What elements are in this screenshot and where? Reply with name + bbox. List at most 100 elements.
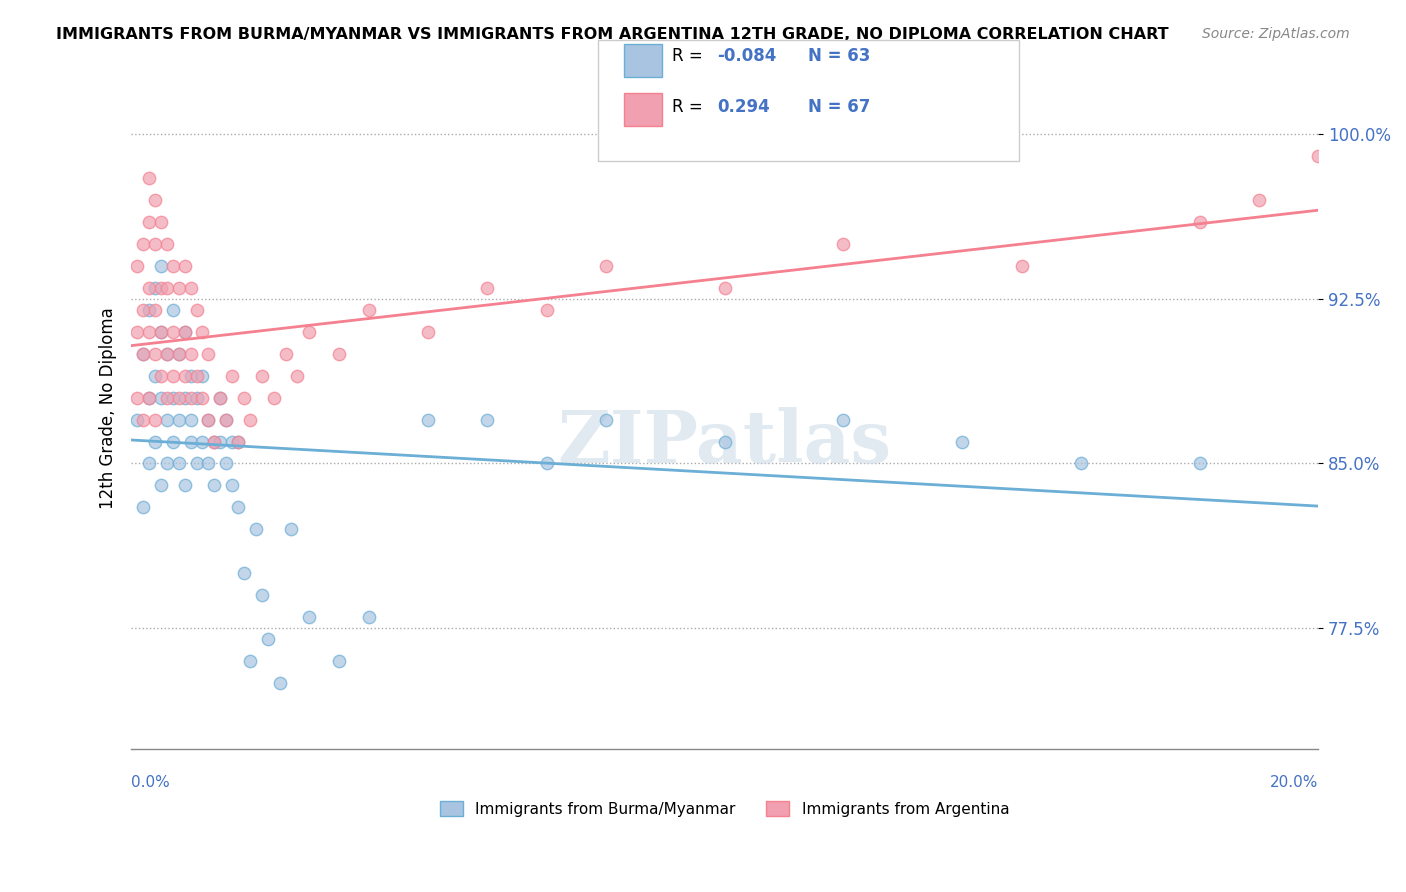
Point xyxy=(156,237,179,252)
Point xyxy=(167,457,190,471)
Text: 0.294: 0.294 xyxy=(717,98,770,116)
Point xyxy=(143,237,166,252)
Point xyxy=(167,347,190,361)
Point xyxy=(156,412,179,426)
Point xyxy=(221,478,243,492)
Point xyxy=(1188,457,1211,471)
Point xyxy=(233,566,256,581)
Point xyxy=(162,368,184,383)
Point xyxy=(209,391,232,405)
Point xyxy=(1247,193,1270,207)
Point xyxy=(180,391,202,405)
Point xyxy=(143,302,166,317)
Point xyxy=(226,434,249,449)
Text: N = 67: N = 67 xyxy=(808,98,870,116)
Point xyxy=(127,412,149,426)
Point xyxy=(713,281,735,295)
Text: IMMIGRANTS FROM BURMA/MYANMAR VS IMMIGRANTS FROM ARGENTINA 12TH GRADE, NO DIPLOM: IMMIGRANTS FROM BURMA/MYANMAR VS IMMIGRA… xyxy=(56,27,1168,42)
Point xyxy=(173,325,195,339)
Point xyxy=(256,632,278,646)
Point xyxy=(173,368,195,383)
Point xyxy=(180,281,202,295)
Point xyxy=(215,457,238,471)
Point xyxy=(832,412,855,426)
Point xyxy=(226,434,249,449)
Point xyxy=(143,412,166,426)
Point xyxy=(191,434,214,449)
Point xyxy=(132,237,155,252)
Point xyxy=(191,325,214,339)
Point xyxy=(221,368,243,383)
Y-axis label: 12th Grade, No Diploma: 12th Grade, No Diploma xyxy=(100,308,117,509)
Point xyxy=(156,281,179,295)
Legend: Immigrants from Burma/Myanmar, Immigrants from Argentina: Immigrants from Burma/Myanmar, Immigrant… xyxy=(434,795,1015,822)
Point xyxy=(215,412,238,426)
Point xyxy=(180,368,202,383)
Point xyxy=(274,347,297,361)
Point xyxy=(250,588,273,602)
Point xyxy=(328,654,350,668)
Point xyxy=(595,412,617,426)
Point xyxy=(173,391,195,405)
Text: R =: R = xyxy=(672,98,709,116)
Point xyxy=(138,281,160,295)
Point xyxy=(149,281,172,295)
Point xyxy=(143,347,166,361)
Point xyxy=(197,457,219,471)
Point xyxy=(1188,215,1211,229)
Point xyxy=(127,325,149,339)
Point xyxy=(149,215,172,229)
Point xyxy=(250,368,273,383)
Point xyxy=(173,478,195,492)
Point xyxy=(143,193,166,207)
Point xyxy=(132,347,155,361)
Point xyxy=(173,259,195,273)
Point xyxy=(298,610,321,624)
Point xyxy=(209,434,232,449)
Point xyxy=(127,391,149,405)
Point xyxy=(191,391,214,405)
Point xyxy=(221,434,243,449)
Point xyxy=(1070,457,1092,471)
Point xyxy=(162,325,184,339)
Point xyxy=(226,500,249,515)
Point xyxy=(132,500,155,515)
Point xyxy=(280,522,302,536)
Point xyxy=(156,457,179,471)
Text: N = 63: N = 63 xyxy=(808,47,870,65)
Point xyxy=(536,457,558,471)
Point xyxy=(127,259,149,273)
Point xyxy=(202,434,225,449)
Point xyxy=(138,391,160,405)
Point xyxy=(713,434,735,449)
Point xyxy=(167,391,190,405)
Point xyxy=(156,391,179,405)
Point xyxy=(215,412,238,426)
Point xyxy=(138,391,160,405)
Text: -0.084: -0.084 xyxy=(717,47,776,65)
Point xyxy=(197,412,219,426)
Point xyxy=(132,302,155,317)
Point xyxy=(162,302,184,317)
Point xyxy=(239,412,262,426)
Point xyxy=(197,412,219,426)
Point xyxy=(132,347,155,361)
Point xyxy=(209,391,232,405)
Point xyxy=(173,325,195,339)
Point xyxy=(287,368,309,383)
Text: R =: R = xyxy=(672,47,709,65)
Text: 20.0%: 20.0% xyxy=(1270,775,1319,790)
Point xyxy=(233,391,256,405)
Point xyxy=(328,347,350,361)
Point xyxy=(149,391,172,405)
Point xyxy=(416,325,439,339)
Point xyxy=(1308,149,1330,163)
Point xyxy=(245,522,267,536)
Point xyxy=(186,457,208,471)
Point xyxy=(298,325,321,339)
Point xyxy=(149,478,172,492)
Point xyxy=(149,325,172,339)
Point xyxy=(138,457,160,471)
Point xyxy=(149,368,172,383)
Point xyxy=(263,391,285,405)
